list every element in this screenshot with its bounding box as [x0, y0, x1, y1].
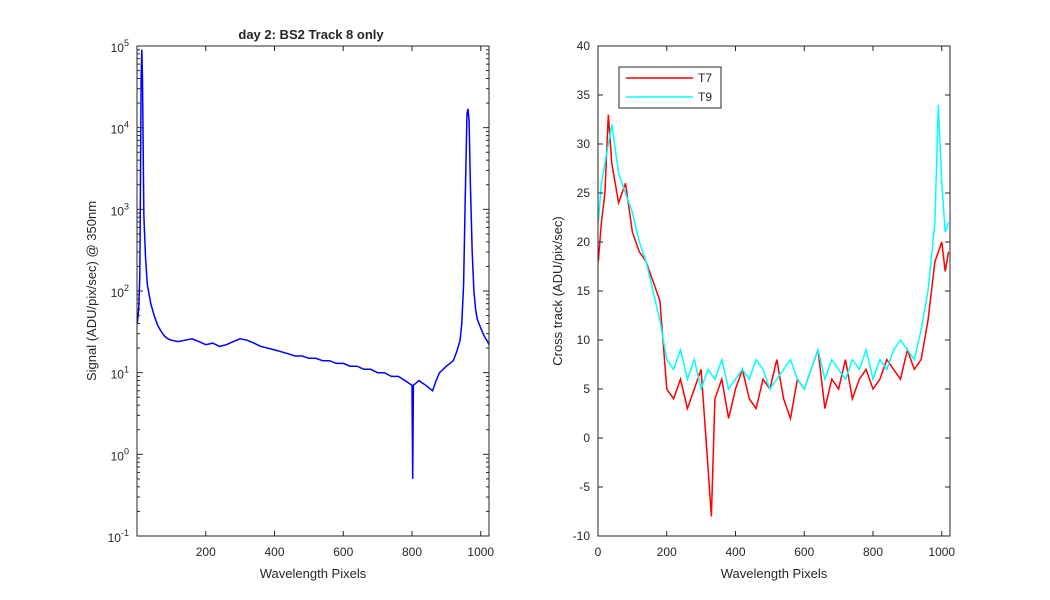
- ticks-right: 0 200 400 600 800 1000 -10 -5 0 5 10 15 20 25 30 35 40: [573, 39, 956, 559]
- chart-cross-track: 0 200 400 600 800 1000 -10 -5 0 5 10 15 20 25 30 35 40 W…: [550, 39, 955, 581]
- y-tick-label: 100: [111, 446, 129, 463]
- y-tick-label: 104: [111, 120, 129, 137]
- chart-signal-log: day 2: BS2 Track 8 only 200 400 600 800 1000…: [84, 27, 494, 581]
- y-axis-label-left: Signal (ADU/pix/sec) @ 350nm: [84, 201, 99, 381]
- series-line-signal: [136, 49, 490, 479]
- x-tick-label: 800: [863, 545, 883, 559]
- y-tick-label: 25: [577, 186, 591, 200]
- y-tick-label: 105: [111, 38, 129, 55]
- legend-box: [618, 66, 722, 109]
- y-tick-label: 15: [577, 284, 591, 298]
- x-axis-label-right: Wavelength Pixels: [721, 566, 828, 581]
- chart-title: day 2: BS2 Track 8 only: [238, 27, 384, 42]
- y-axis-label-right: Cross track (ADU/pix/sec): [550, 216, 565, 366]
- legend-label-t9: T9: [698, 90, 712, 104]
- x-tick-label: 400: [264, 545, 284, 559]
- legend-label-t7: T7: [698, 71, 712, 85]
- y-tick-label: 5: [583, 382, 590, 396]
- y-tick-label: 10-1: [108, 528, 129, 545]
- legend: T7 T9: [618, 66, 722, 109]
- axes-frame-right: [597, 45, 951, 537]
- y-tick-label: 103: [111, 201, 129, 218]
- x-tick-label: 800: [402, 545, 422, 559]
- series-line-t7: [597, 114, 950, 517]
- y-tick-label: 30: [577, 137, 591, 151]
- y-tick-label: 0: [583, 431, 590, 445]
- axes-frame-left: [136, 45, 490, 537]
- ticks-left: 200 400 600 800 1000 10-1 100 101 102 103 104 105: [108, 38, 495, 559]
- x-tick-label: 1000: [928, 545, 955, 559]
- y-tick-label: 102: [111, 283, 129, 300]
- y-tick-label: -5: [579, 480, 590, 494]
- x-tick-label: 200: [657, 545, 677, 559]
- series-line-t9: [597, 104, 950, 392]
- y-tick-label: 35: [577, 88, 591, 102]
- x-tick-label: 0: [595, 545, 602, 559]
- x-tick-label: 600: [794, 545, 814, 559]
- x-tick-label: 600: [333, 545, 353, 559]
- plot-area-left: [136, 49, 490, 479]
- plot-area-right: [597, 104, 950, 517]
- y-tick-label: -10: [573, 529, 591, 543]
- y-tick-label: 40: [577, 39, 591, 53]
- x-axis-label-left: Wavelength Pixels: [260, 566, 367, 581]
- y-tick-label: 10: [577, 333, 591, 347]
- x-tick-label: 200: [196, 545, 216, 559]
- y-tick-label: 20: [577, 235, 591, 249]
- x-tick-label: 400: [725, 545, 745, 559]
- y-tick-label: 101: [111, 365, 129, 382]
- x-tick-label: 1000: [467, 545, 494, 559]
